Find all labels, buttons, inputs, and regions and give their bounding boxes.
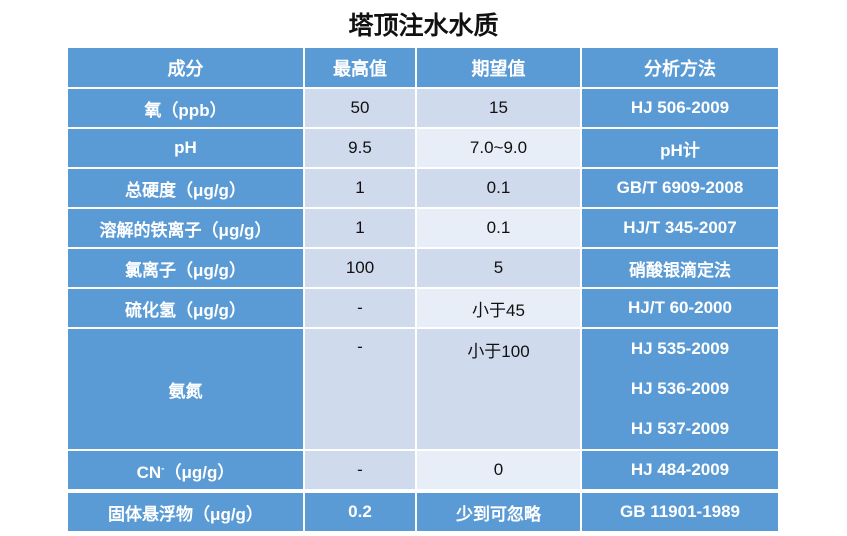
table-row: 氯离子（μg/g） 100 5 硝酸银滴定法 [66,247,780,289]
max-cell: 100 [303,247,417,289]
method-cell: GB/T 6909-2008 [580,167,780,209]
table-row: 硫化氢（μg/g） - 小于45 HJ/T 60-2000 [66,287,780,329]
expected-cell: 7.0~9.0 [415,127,582,169]
method-cell: HJ 506-2009 [580,87,780,129]
table-row: 固体悬浮物（μg/g） 0.2 少到可忽略 GB 11901-1989 [66,489,780,533]
expected-cell: 0.1 [415,167,582,209]
component-cell: 氨氮 [66,327,305,451]
expected-cell: 0 [415,449,582,492]
method-cell: HJ 484-2009 [580,449,780,492]
expected-cell: 0.1 [415,207,582,249]
table-row: 溶解的铁离子（μg/g） 1 0.1 HJ/T 345-2007 [66,207,780,249]
method-line: HJ 535-2009 [630,339,730,358]
method-line: HJ 537-2009 [630,419,730,438]
component-superscript: - [161,462,165,474]
component-cell: CN-（μg/g） [66,449,305,492]
max-cell: 1 [303,207,417,249]
expected-cell: 少到可忽略 [415,489,582,533]
max-cell: 0.2 [303,489,417,533]
component-cell: 溶解的铁离子（μg/g） [66,207,305,249]
max-cell: 1 [303,167,417,209]
expected-cell: 小于100 [415,327,582,451]
method-line: HJ 536-2009 [630,379,730,398]
method-cell: pH计 [580,127,780,169]
expected-cell: 5 [415,247,582,289]
component-unit: （μg/g） [164,462,235,482]
header-component: 成分 [66,46,305,89]
component-cell: 氧（ppb） [66,87,305,129]
method-cell: 硝酸银滴定法 [580,247,780,289]
header-expected: 期望值 [415,46,582,89]
max-cell: 50 [303,87,417,129]
method-cell: HJ 535-2009 HJ 536-2009 HJ 537-2009 [580,327,780,451]
expected-cell: 15 [415,87,582,129]
component-cell: pH [66,127,305,169]
table-title: 塔顶注水水质 [348,11,499,40]
max-cell: - [303,327,417,451]
table-row: 氨氮 - 小于100 HJ 535-2009 HJ 536-2009 HJ 53… [66,327,780,451]
table-row: 氧（ppb） 50 15 HJ 506-2009 [66,87,780,129]
method-cell: HJ/T 60-2000 [580,287,780,329]
max-cell: - [303,287,417,329]
header-max: 最高值 [303,46,417,89]
method-cell: HJ/T 345-2007 [580,207,780,249]
component-cell: 氯离子（μg/g） [66,247,305,289]
header-row: 成分 最高值 期望值 分析方法 [66,46,780,89]
header-method: 分析方法 [580,46,780,89]
method-cell: GB 11901-1989 [580,489,780,533]
component-cell: 固体悬浮物（μg/g） [66,489,305,533]
table-row: 总硬度（μg/g） 1 0.1 GB/T 6909-2008 [66,167,780,209]
expected-cell: 小于45 [415,287,582,329]
water-quality-table: 成分 最高值 期望值 分析方法 氧（ppb） 50 15 HJ 506-2009… [66,46,780,533]
max-cell: 9.5 [303,127,417,169]
table-row: pH 9.5 7.0~9.0 pH计 [66,127,780,169]
component-cell: 总硬度（μg/g） [66,167,305,209]
max-cell: - [303,449,417,492]
component-cell: 硫化氢（μg/g） [66,287,305,329]
table-row: CN-（μg/g） - 0 HJ 484-2009 [66,449,780,492]
component-base: CN [136,462,162,482]
